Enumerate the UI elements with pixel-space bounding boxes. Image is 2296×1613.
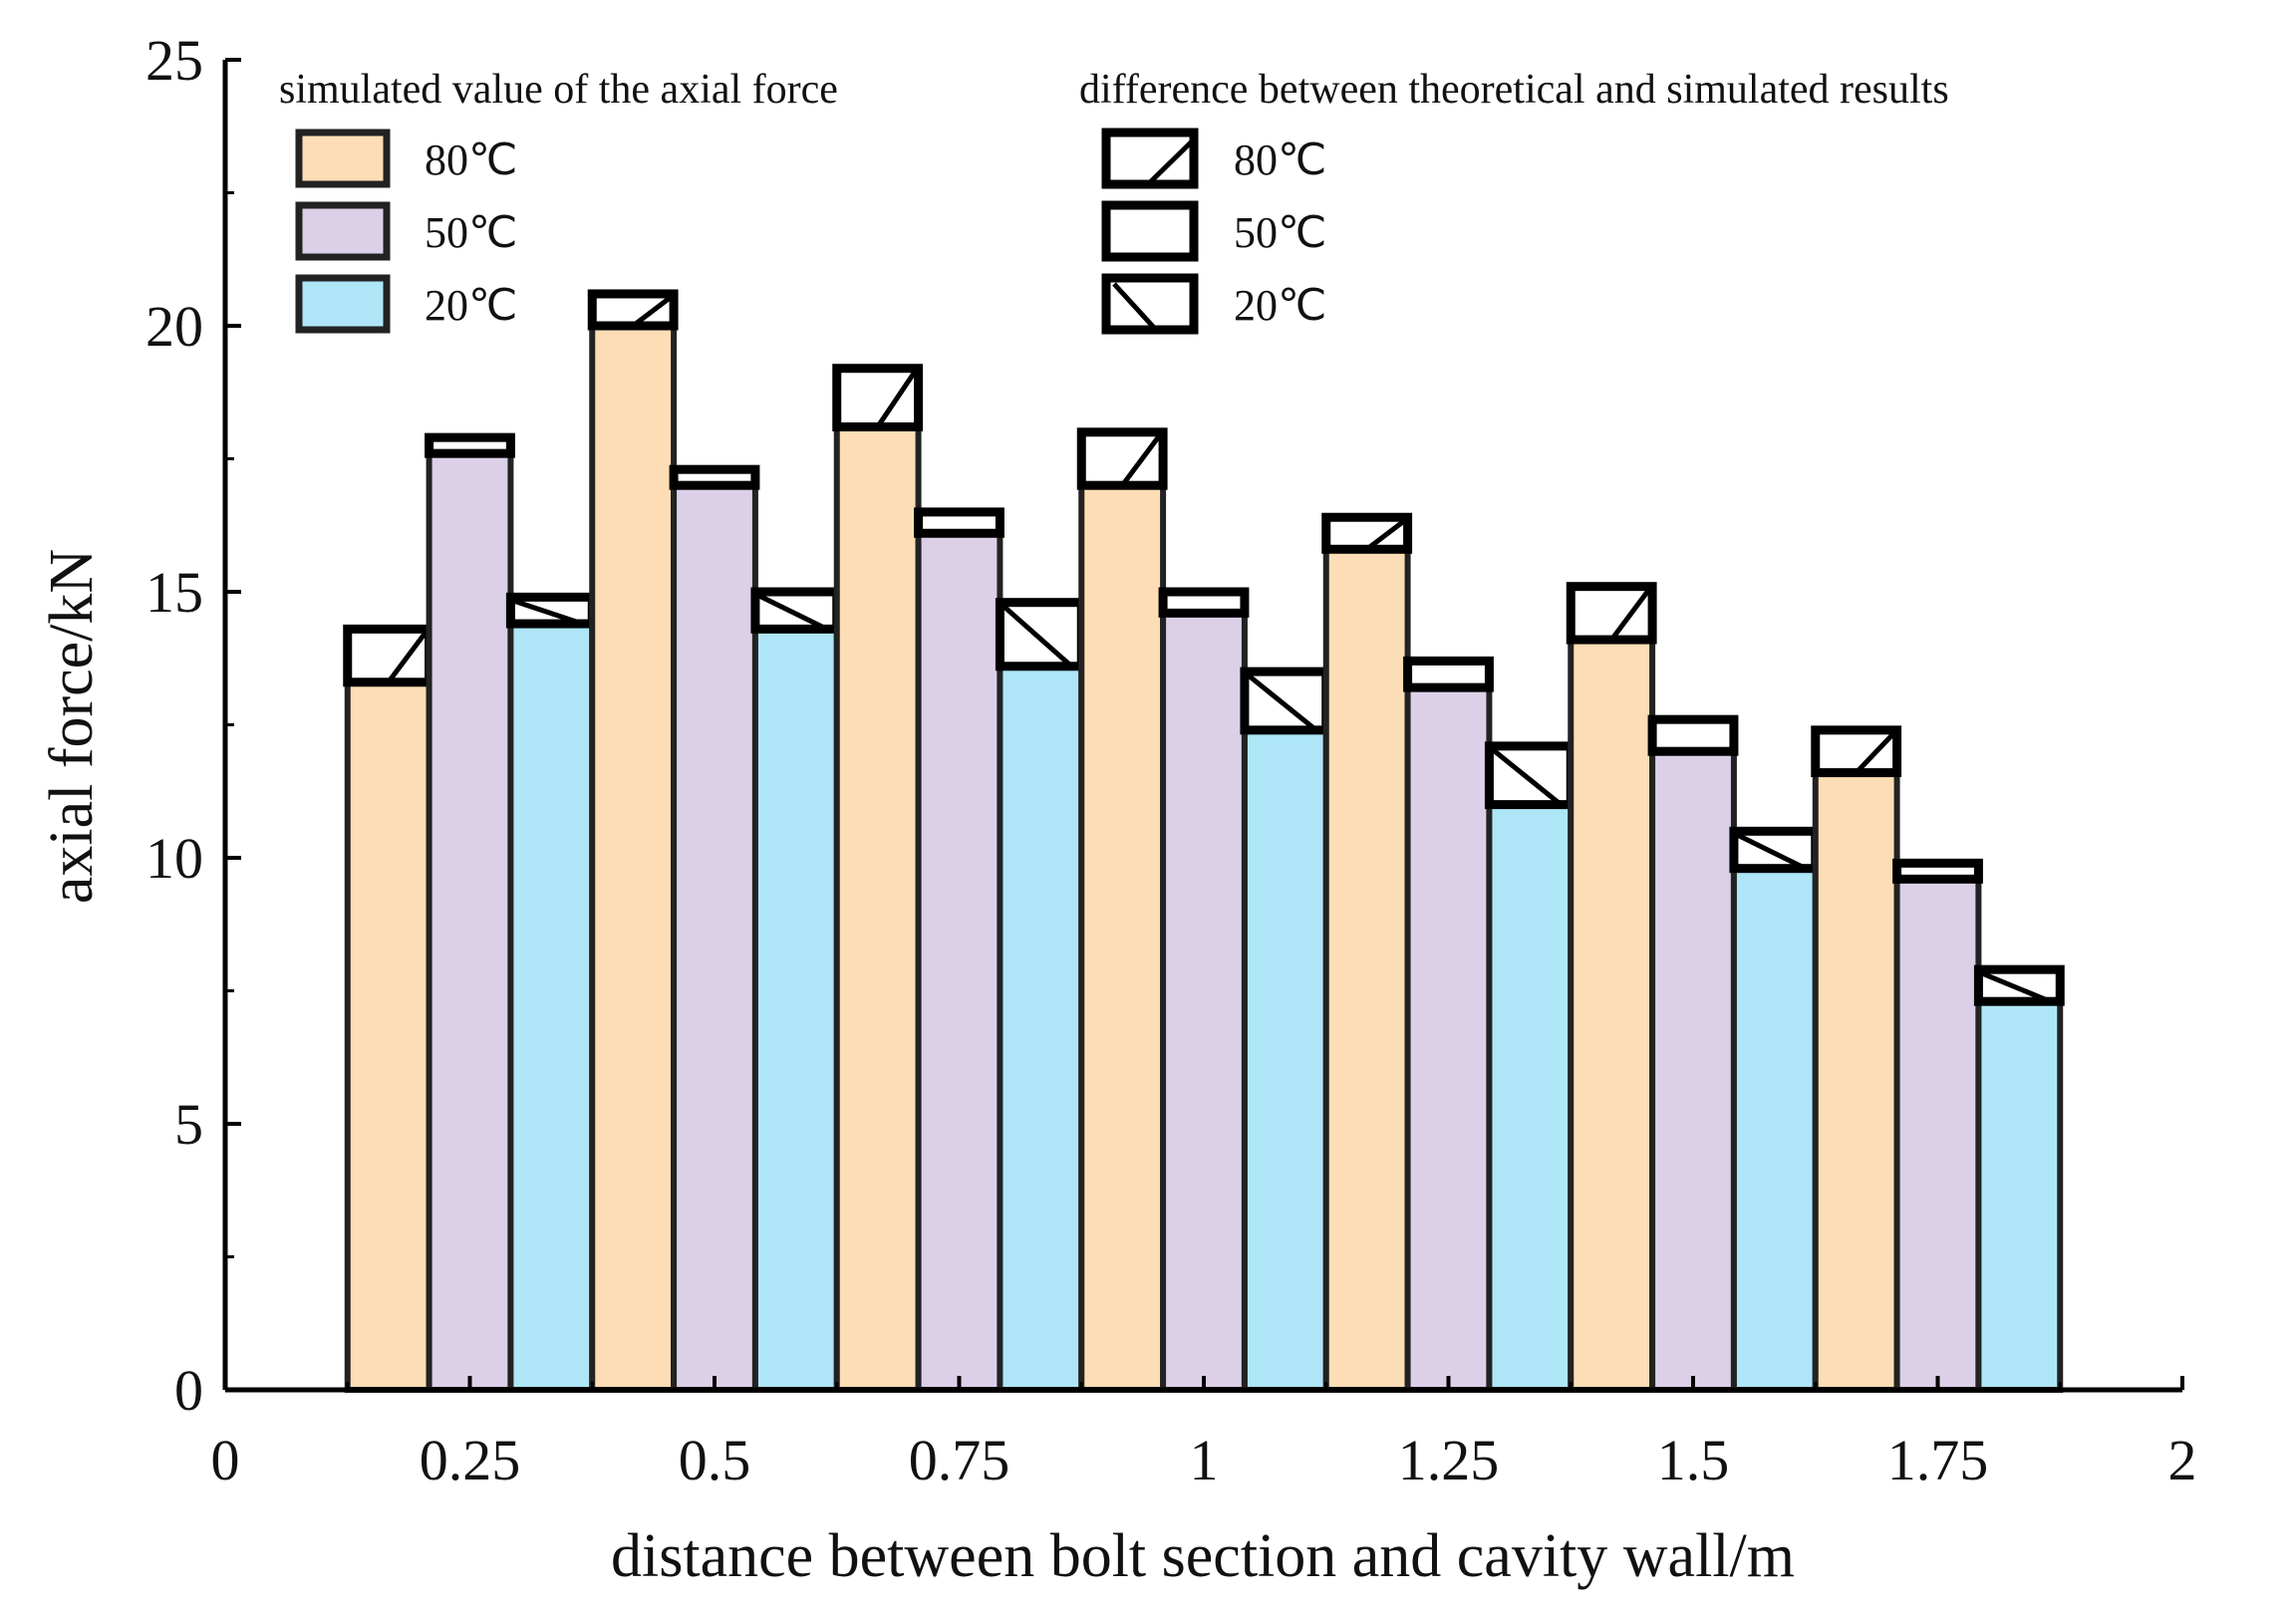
bar-diff-hatch [631, 295, 672, 328]
bar-diff-hatch [1491, 747, 1563, 807]
x-tick-label: 0.5 [679, 1428, 751, 1492]
bar-diff-50-0_5 [669, 464, 760, 490]
bar-sim-20-1_75 [1975, 998, 2064, 1393]
bar-sim-20-1_25 [1486, 801, 1575, 1393]
legend-group-simulated-title: simulated value of the axial force [279, 67, 838, 113]
legend-swatch-sim-20 [295, 274, 391, 334]
legend-swatch-diff-20 [1101, 273, 1199, 335]
bar-diff-80-1_25 [1321, 512, 1413, 554]
bar-diff-50-0_75 [914, 507, 1004, 538]
legend-label-sim-50: 50℃ [425, 208, 517, 257]
bar-sim-80-0_5 [589, 323, 678, 1393]
legend-label-sim-80: 80℃ [425, 135, 517, 184]
bar-sim-80-1_75 [1812, 769, 1900, 1393]
bar-diff-80-1_75 [1811, 725, 1902, 778]
bar-sim-80-1_25 [1322, 546, 1411, 1393]
bar-sim-20-1_5 [1730, 865, 1819, 1393]
bar-diff-hatch [1247, 673, 1318, 732]
bar-diff-20-0_25 [505, 592, 597, 629]
x-axis-title: distance between bolt section and cavity… [611, 1522, 1795, 1590]
bar-sim-20-0_25 [507, 621, 596, 1393]
bar-sim-50-1_5 [1649, 748, 1737, 1393]
y-axis-title: axial force/kN [38, 549, 106, 904]
y-tick-label: 15 [145, 560, 203, 625]
legend-swatch-sim-50 [295, 201, 391, 261]
bar-diff-hatch [757, 593, 828, 632]
bar-diff-hatch [386, 631, 428, 684]
legend-label-diff-20: 20℃ [1234, 281, 1326, 330]
bar-sim-50-1_25 [1404, 684, 1493, 1393]
x-tick-label: 1.5 [1657, 1428, 1730, 1492]
bar-diff-hatch [875, 371, 917, 428]
bar-diff-hatch [1609, 589, 1651, 642]
legend-swatch-diff-50 [1101, 200, 1199, 262]
y-tick-label: 25 [145, 28, 203, 93]
bar-sim-80-0_25 [344, 678, 432, 1393]
bar-diff-hatch [1002, 604, 1073, 669]
bar-sim-50-0_75 [915, 530, 1004, 1393]
legend: simulated value of the axial force diffe… [279, 67, 1949, 335]
x-tick-label: 0 [211, 1428, 240, 1492]
legend-label-diff-50: 50℃ [1234, 208, 1326, 257]
bar-sim-20-0_75 [997, 663, 1085, 1393]
legend-swatch-sim-80 [295, 129, 391, 188]
bar-sim-80-1_5 [1568, 637, 1656, 1393]
y-tick-label: 20 [145, 294, 203, 359]
bar-diff-20-1_25 [1484, 741, 1576, 810]
legend-label-sim-20: 20℃ [425, 281, 517, 330]
legend-swatch-diff-80 [1101, 128, 1199, 189]
bar-sim-50-0_25 [426, 450, 514, 1394]
bar-diff-80-1_5 [1566, 582, 1657, 645]
bar-diff-50-0_25 [425, 432, 515, 458]
x-tick-label: 1.75 [1887, 1428, 1989, 1492]
bar-diff-hatch [1981, 970, 2052, 1004]
bar-diff-50-1_25 [1403, 656, 1494, 692]
legend-group-difference-title: difference between theoretical and simul… [1079, 67, 1949, 113]
x-tick-label: 0.75 [909, 1428, 1010, 1492]
bar-diff-hatch [1120, 434, 1162, 487]
x-tick-label: 1.25 [1398, 1428, 1500, 1492]
bar-diff-50-1 [1158, 587, 1250, 618]
y-tick-label: 10 [145, 826, 203, 891]
bar-diff-80-0_5 [587, 289, 679, 331]
bar-diff-hatch [1365, 519, 1406, 552]
bar-diff-50-1_75 [1892, 858, 1983, 884]
x-tick-label: 0.25 [420, 1428, 521, 1492]
y-tick-label: 5 [174, 1092, 203, 1157]
y-tick-label: 0 [174, 1358, 203, 1423]
bar-sim-50-1_75 [1893, 876, 1982, 1393]
x-tick-label: 2 [2168, 1428, 2197, 1492]
bar-diff-80-0_75 [832, 364, 924, 431]
bar-sim-50-1 [1160, 610, 1248, 1393]
bar-diff-80-1 [1076, 427, 1168, 490]
x-tick-label: 1 [1190, 1428, 1219, 1492]
bar-diff-hatch [513, 598, 584, 627]
bar-diff-50-1_5 [1647, 714, 1739, 756]
bar-diff-hatch [1854, 732, 1895, 775]
bar-diff-hatch [1736, 833, 1807, 871]
bar-sim-20-0_5 [751, 626, 840, 1393]
legend-label-diff-80: 80℃ [1234, 135, 1326, 184]
bar-sim-80-0_75 [833, 423, 922, 1393]
bar-sim-50-0_5 [671, 482, 758, 1393]
bar-sim-20-1 [1241, 726, 1329, 1393]
bar-sim-80-1 [1078, 482, 1167, 1393]
bar-diff-80-0_25 [343, 624, 434, 687]
